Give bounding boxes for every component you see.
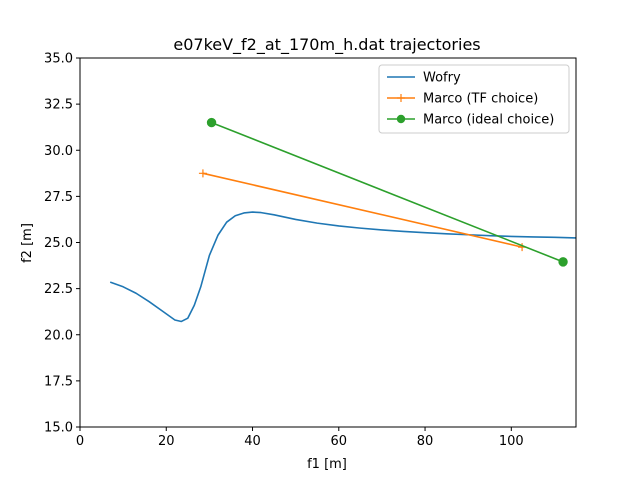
- x-tick-label-0: 0: [76, 434, 84, 449]
- series-line-1: [202, 172, 523, 248]
- series-2-point-1: [558, 257, 568, 267]
- y-tick-label-7: 32.5: [44, 98, 73, 113]
- series-2-point-0: [206, 117, 217, 128]
- chart-title: e07keV_f2_at_170m_h.dat trajectories: [173, 35, 480, 55]
- legend-marker-1: [397, 94, 405, 102]
- legend-label-0: Wofry: [423, 71, 461, 86]
- legend-marker-2: [396, 114, 406, 124]
- y-tick-label-5: 27.5: [44, 190, 73, 205]
- y-tick-label-2: 20.0: [44, 328, 73, 343]
- legend-label-1: Marco (TF choice): [423, 92, 538, 107]
- y-tick-label-6: 30.0: [44, 144, 73, 159]
- legend: Wofry Marco (TF choice) Marco (ideal choic…: [378, 64, 570, 134]
- series-1-point-0: [198, 169, 207, 178]
- y-axis-label: f2 [m]: [20, 223, 35, 263]
- y-tick-label-1: 17.5: [44, 374, 73, 389]
- series-line-2: [211, 121, 564, 263]
- x-tick-label-3: 60: [331, 434, 348, 449]
- plot-area: 0 20 40 60 80 100 15.0 17.5 20.0 22.5 25.0 27.5 30.0…: [44, 52, 577, 449]
- x-tick-label-5: 100: [499, 434, 524, 449]
- x-tick-label-4: 80: [417, 434, 434, 449]
- legend-box: [378, 64, 570, 134]
- y-tick-label-4: 25.0: [44, 236, 73, 251]
- x-tick-label-2: 40: [244, 434, 261, 449]
- x-tick-label-1: 20: [158, 434, 175, 449]
- x-axis-label: f1 [m]: [307, 457, 347, 472]
- y-tick-label-0: 15.0: [44, 421, 73, 436]
- legend-label-2: Marco (ideal choice): [423, 113, 554, 128]
- y-tick-label-8: 35.0: [44, 52, 73, 67]
- y-tick-label-3: 22.5: [44, 282, 73, 297]
